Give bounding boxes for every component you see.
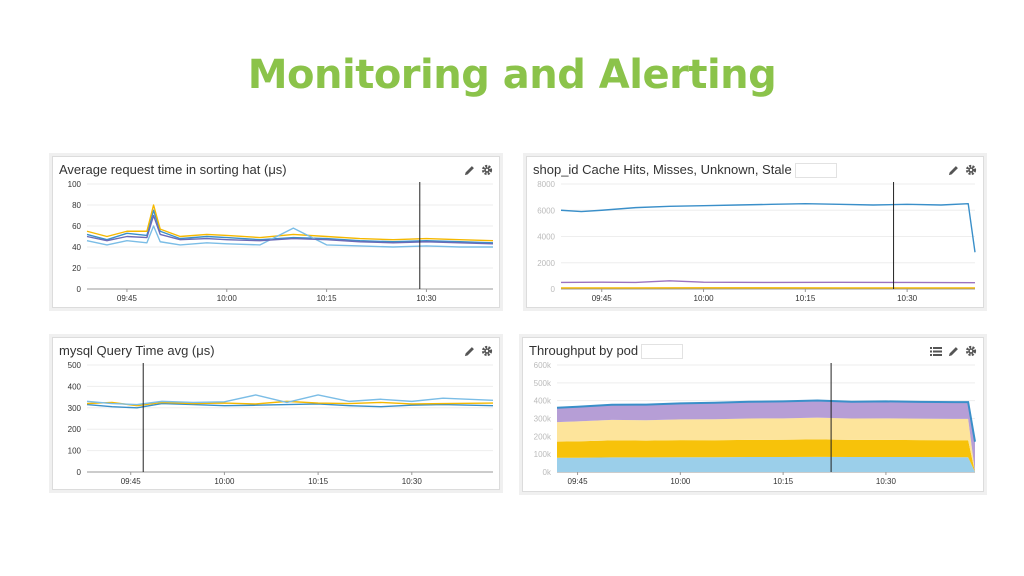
x-tick-label: 10:30 [897, 294, 918, 303]
title-filter-box[interactable] [641, 344, 684, 360]
series-line [86, 214, 494, 245]
y-tick-label: 0k [543, 468, 552, 477]
y-tick-label: 40 [72, 243, 81, 252]
series-line [86, 204, 494, 242]
panel-icons [930, 342, 977, 360]
area-series [557, 439, 975, 472]
panel-title-text: Throughput by pod [529, 343, 639, 358]
y-tick-label: 300k [534, 415, 552, 424]
x-tick-label: 10:00 [694, 294, 715, 303]
y-tick-label: 300 [68, 404, 82, 413]
y-tick-label: 4000 [537, 233, 555, 242]
list-icon[interactable] [930, 346, 942, 357]
panel-title: Throughput by pod [529, 343, 684, 360]
y-tick-label: 600k [534, 362, 552, 370]
y-tick-label: 0 [551, 285, 556, 294]
y-tick-label: 200 [68, 425, 82, 434]
y-tick-label: 400k [534, 397, 552, 406]
y-tick-label: 80 [72, 201, 81, 210]
y-tick-label: 500 [68, 362, 82, 370]
series-line [86, 402, 494, 409]
x-tick-label: 10:00 [217, 294, 238, 303]
panel-mysql-query-time: mysql Query Time avg (μs) 0 100 200 300 400 5… [52, 337, 500, 490]
panel-header: Average request time in sorting hat (μs) [59, 161, 493, 179]
gear-icon[interactable] [481, 345, 493, 357]
y-tick-label: 20 [72, 264, 81, 273]
panel-header: mysql Query Time avg (μs) [59, 342, 493, 360]
y-tick-label: 60 [72, 222, 81, 231]
y-tick-label: 100k [534, 450, 552, 459]
x-tick-label: 10:30 [876, 477, 897, 486]
gear-icon[interactable] [965, 345, 977, 357]
title-filter-box[interactable] [794, 163, 837, 179]
panel-title: mysql Query Time avg (μs) [59, 343, 215, 358]
chart-cache-hits: 0 2000 4000 6000 8000 09:45 10:00 10:15 10:30 [537, 181, 976, 303]
series-line [86, 394, 494, 406]
area-series [557, 417, 975, 472]
area-top-line [556, 399, 976, 442]
y-tick-label: 6000 [537, 206, 555, 215]
chart-mysql-query-time: 0 100 200 300 400 500 09:45 10:00 10:15 10:30 [68, 362, 494, 486]
y-tick-label: 500k [534, 379, 552, 388]
x-tick-label: 09:45 [568, 477, 589, 486]
panel-header: Throughput by pod [529, 342, 977, 360]
pencil-icon[interactable] [948, 346, 959, 357]
panel-header: shop_id Cache Hits, Misses, Unknown, Sta… [533, 161, 977, 179]
y-tick-label: 100 [68, 181, 82, 189]
panel-avg-request-time: Average request time in sorting hat (μs)… [52, 156, 500, 308]
area-series [557, 456, 975, 472]
x-tick-label: 10:00 [670, 477, 691, 486]
chart-throughput-by-pod: 0k 100k 200k 300k 400k 500k 600k 09:45 10:00 10:1… [534, 362, 976, 486]
x-tick-label: 10:15 [773, 477, 794, 486]
panel-throughput-by-pod: Throughput by pod 0k 100k 200k 300k 400k 500k… [522, 337, 984, 492]
x-tick-label: 10:15 [795, 294, 816, 303]
x-tick-label: 10:15 [308, 477, 329, 486]
panel-title: Average request time in sorting hat (μs) [59, 162, 287, 177]
y-tick-label: 2000 [537, 259, 555, 268]
pencil-icon[interactable] [948, 165, 959, 176]
panel-title-text: shop_id Cache Hits, Misses, Unknown, Sta… [533, 162, 792, 177]
x-tick-label: 10:30 [402, 477, 423, 486]
pencil-icon[interactable] [464, 165, 475, 176]
panel-icons [464, 342, 493, 360]
x-tick-label: 09:45 [121, 477, 142, 486]
panel-title: shop_id Cache Hits, Misses, Unknown, Sta… [533, 162, 837, 179]
series-line [560, 280, 976, 284]
chart-avg-request-time: 0 20 40 60 80 100 09:45 10:00 10:15 10:30 [68, 181, 494, 303]
y-tick-label: 0 [77, 285, 82, 294]
series-line [86, 225, 493, 248]
x-tick-label: 09:45 [592, 294, 613, 303]
y-tick-label: 0 [77, 468, 82, 477]
x-tick-label: 10:00 [214, 477, 235, 486]
y-tick-label: 100 [68, 447, 82, 456]
series-line [86, 209, 494, 244]
series-line [86, 400, 494, 407]
slide-title: Monitoring and Alerting [247, 52, 777, 98]
y-tick-label: 400 [68, 382, 82, 391]
pencil-icon[interactable] [464, 346, 475, 357]
gear-icon[interactable] [965, 164, 977, 176]
panel-cache-hits: shop_id Cache Hits, Misses, Unknown, Sta… [526, 156, 984, 308]
y-tick-label: 8000 [537, 181, 555, 189]
series-line [560, 202, 976, 253]
x-tick-label: 09:45 [117, 294, 138, 303]
x-tick-label: 10:15 [317, 294, 338, 303]
panel-icons [948, 161, 977, 179]
y-tick-label: 200k [534, 432, 552, 441]
panel-icons [464, 161, 493, 179]
area-series [557, 400, 975, 472]
gear-icon[interactable] [481, 164, 493, 176]
x-tick-label: 10:30 [416, 294, 437, 303]
